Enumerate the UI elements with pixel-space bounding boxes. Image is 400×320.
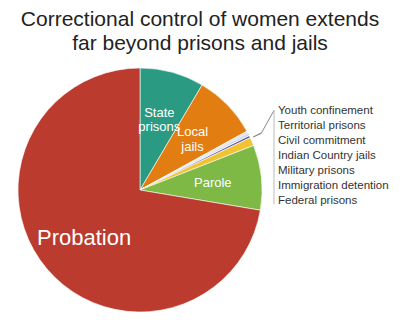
slice-label: Indian Country jails — [278, 149, 376, 161]
slice-label-line: Parole — [194, 175, 232, 190]
title: Correctional control of women extendsfar… — [21, 7, 379, 54]
slice — [18, 68, 260, 312]
slice-label-line: State — [144, 105, 174, 120]
slice-label-line: prisons — [138, 119, 180, 134]
slice-label: Youth confinement — [278, 104, 374, 116]
slice-label: Military prisons — [278, 164, 355, 176]
slice-label: Territorial prisons — [278, 119, 366, 131]
slice-label: Probation — [37, 225, 131, 250]
slice-label: Parole — [194, 175, 232, 190]
slice-label: Federal prisons — [278, 194, 358, 206]
slice-label-line: Local — [177, 124, 208, 139]
chart: Correctional control of women extendsfar… — [0, 0, 400, 320]
pie: StateprisonsLocaljails Parole Probation — [18, 68, 262, 312]
slice-label-line: Probation — [37, 225, 131, 250]
leader-line — [253, 133, 261, 137]
leader-line — [261, 110, 274, 133]
slice — [140, 85, 247, 190]
slice-label: Stateprisons — [138, 105, 180, 134]
slice-label: Civil commitment — [278, 134, 366, 146]
title-line: Correctional control of women extends — [21, 7, 379, 30]
slice-label: Immigration detention — [278, 179, 389, 191]
slice-label: Localjails — [177, 124, 208, 153]
slice-label-line: jails — [180, 139, 204, 154]
title-line: far beyond prisons and jails — [72, 31, 328, 54]
bracket — [274, 110, 275, 204]
